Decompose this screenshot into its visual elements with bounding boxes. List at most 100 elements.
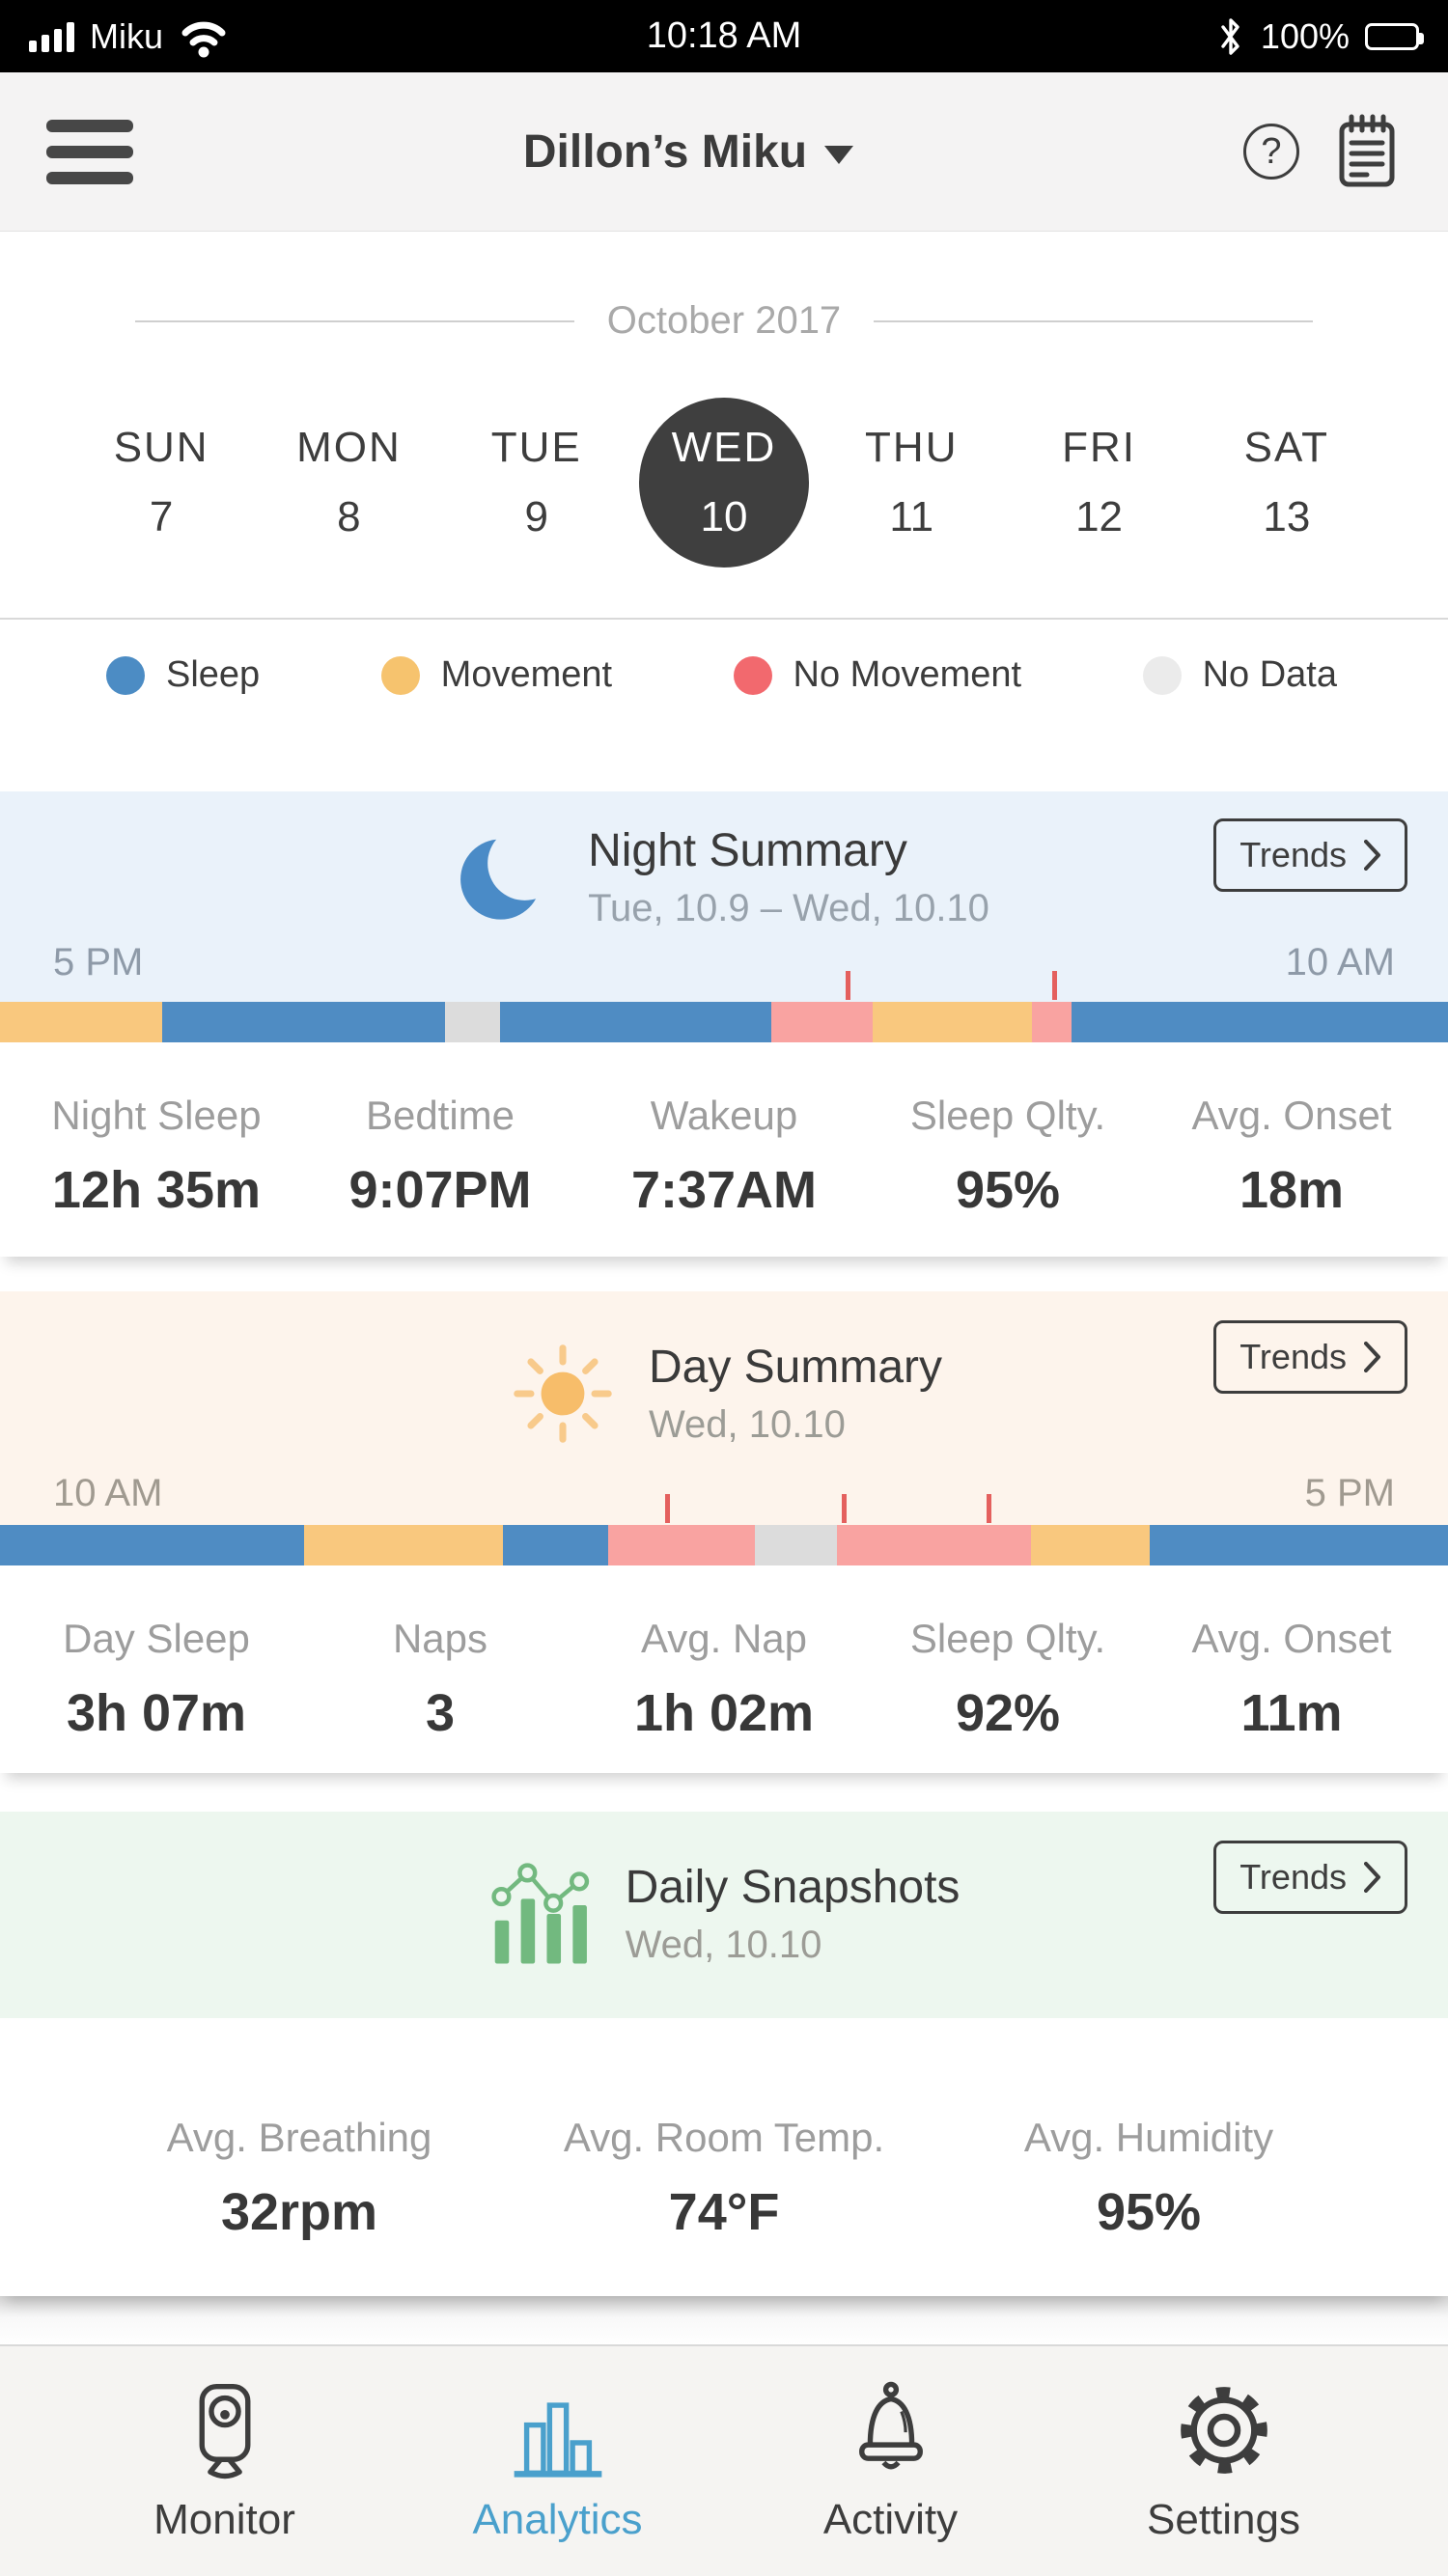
sun-icon [514,1344,612,1443]
spacer [0,1773,1448,1812]
movement-event-tick [1052,971,1058,1000]
timeline-segment-movement [304,1525,503,1565]
wifi-icon [181,21,226,57]
calendar-section: October 2017 SUN 7 MON 8 TUE 9 WED 10 THU 11 … [0,232,1448,620]
menu-button[interactable] [46,119,133,184]
signal-strength-icon [29,21,74,52]
timeline-end-label: 5 PM [1304,1472,1395,1514]
day-trends-button[interactable]: Trends [1213,1320,1407,1394]
timeline-segment-no_movement [1032,1002,1072,1042]
status-bar: Miku 10:18 AM 100% [0,0,1448,72]
divider [0,618,1448,620]
timeline-start-label: 10 AM [53,1472,163,1514]
carrier-label: Miku [90,15,164,56]
day-timeline [0,1494,1448,1565]
bluetooth-icon [1221,17,1239,55]
activity-bell-icon [858,2381,923,2470]
movement-event-tick [664,1494,670,1523]
divider [874,319,1314,322]
card-title: Daily Snapshots [625,1862,961,1913]
battery-percent-label: 100% [1260,15,1350,56]
legend-item-no-movement: No Movement [733,654,1021,696]
chevron-right-icon [1364,1342,1380,1372]
timeline-segment-sleep [1071,1002,1448,1042]
night-stats: Night Sleep 12h 35m Bedtime 9:07PM Wakeup 7… [0,1042,1448,1257]
settings-gear-icon [1180,2387,1267,2474]
legend-item-no-data: No Data [1142,654,1337,696]
spacer [0,1257,1448,1291]
day-cell-tue[interactable]: TUE 9 [443,386,630,579]
chevron-right-icon [1364,840,1380,871]
movement-event-tick [841,1494,847,1523]
card-date: Wed, 10.10 [648,1403,846,1446]
night-summary-card: Night Summary Tue, 10.9 – Wed, 10.10 Tre… [0,791,1448,1042]
night-timeline [0,971,1448,1042]
battery-icon [1365,22,1424,50]
daily-snapshots-card: Daily Snapshots Wed, 10.10 Trends [0,1812,1448,2018]
question-mark-icon: ? [1261,130,1282,172]
night-trends-button[interactable]: Trends [1213,818,1407,892]
card-title: Night Summary [588,825,907,876]
card-date-range: Tue, 10.9 – Wed, 10.10 [588,887,989,929]
chevron-right-icon [1364,1862,1380,1893]
timeline-segment-sleep [0,1525,304,1565]
nav-item-settings[interactable]: Settings [1057,2346,1390,2576]
nav-item-activity[interactable]: Activity [724,2346,1057,2576]
no-data-dot-icon [1142,655,1182,695]
movement-event-tick [846,971,850,1000]
chevron-down-icon [824,145,854,164]
timeline-segment-no_movement [608,1525,755,1565]
timeline-segment-movement [0,1002,162,1042]
monitor-camera-icon [199,2383,250,2479]
day-cell-sat[interactable]: SAT 13 [1193,386,1380,579]
legend-item-movement: Movement [380,654,612,696]
no-movement-dot-icon [733,655,772,695]
snapshots-trends-button[interactable]: Trends [1213,1841,1407,1914]
day-cell-wed-selected[interactable]: WED 10 [630,386,818,579]
card-title: Day Summary [648,1342,943,1393]
day-stats: Day Sleep 3h 07m Naps 3 Avg. Nap 1h 02m Sle… [0,1565,1448,1773]
stat-day-sleep: Day Sleep 3h 07m [63,1616,250,1742]
legend-item-sleep: Sleep [106,654,260,696]
movement-dot-icon [380,655,420,695]
timeline-segment-no_movement [771,1002,874,1042]
day-cell-fri[interactable]: FRI 12 [1005,386,1192,579]
stat-avg-room-temp: Avg. Room Temp. 74°F [563,2115,885,2241]
device-selector[interactable]: Dillon’s Miku [133,125,1243,179]
timeline-segment-sleep [502,1525,608,1565]
month-label: October 2017 [606,299,842,342]
snapshot-chart-icon [490,1863,589,1964]
app-header: Dillon’s Miku ? [0,72,1448,232]
timeline-end-label: 10 AM [1285,941,1395,983]
stat-naps: Naps 3 [392,1616,488,1742]
stat-avg-nap: Avg. Nap 1h 02m [633,1616,815,1742]
stat-night-sleep: Night Sleep 12h 35m [51,1093,262,1219]
timeline-segment-no_data [444,1002,500,1042]
stat-avg-humidity: Avg. Humidity 95% [1023,2115,1274,2241]
timeline-segment-sleep [1150,1525,1448,1565]
page-title: Dillon’s Miku [522,125,808,178]
shadow-divider [0,2296,1448,2344]
nav-item-monitor[interactable]: Monitor [58,2346,391,2576]
analytics-chart-icon [514,2402,601,2478]
moon-icon [460,827,560,920]
sleep-dot-icon [106,655,145,695]
day-cell-mon[interactable]: MON 8 [255,386,442,579]
spacer [0,731,1448,791]
bottom-nav: Monitor Analytics Activity [0,2344,1448,2576]
stat-day-sleep-quality: Sleep Qlty. 92% [909,1616,1106,1742]
stat-bedtime: Bedtime 9:07PM [348,1093,532,1219]
day-cell-thu[interactable]: THU 11 [818,386,1005,579]
card-date: Wed, 10.10 [625,1924,822,1966]
stat-night-avg-onset: Avg. Onset 18m [1191,1093,1392,1219]
stat-avg-breathing: Avg. Breathing 32rpm [166,2115,432,2241]
nav-item-analytics[interactable]: Analytics [391,2346,724,2576]
day-strip: SUN 7 MON 8 TUE 9 WED 10 THU 11 FRI 12 SAT 13 [0,386,1448,579]
day-summary-card: Day Summary Wed, 10.10 Trends 10 AM 5 PM [0,1291,1448,1565]
help-button[interactable]: ? [1243,124,1299,180]
timeline-segment-movement [873,1002,1033,1042]
notes-button[interactable] [1332,111,1402,193]
timeline-segment-no_movement [837,1525,1031,1565]
day-cell-sun[interactable]: SUN 7 [68,386,255,579]
movement-event-tick [986,1494,991,1523]
